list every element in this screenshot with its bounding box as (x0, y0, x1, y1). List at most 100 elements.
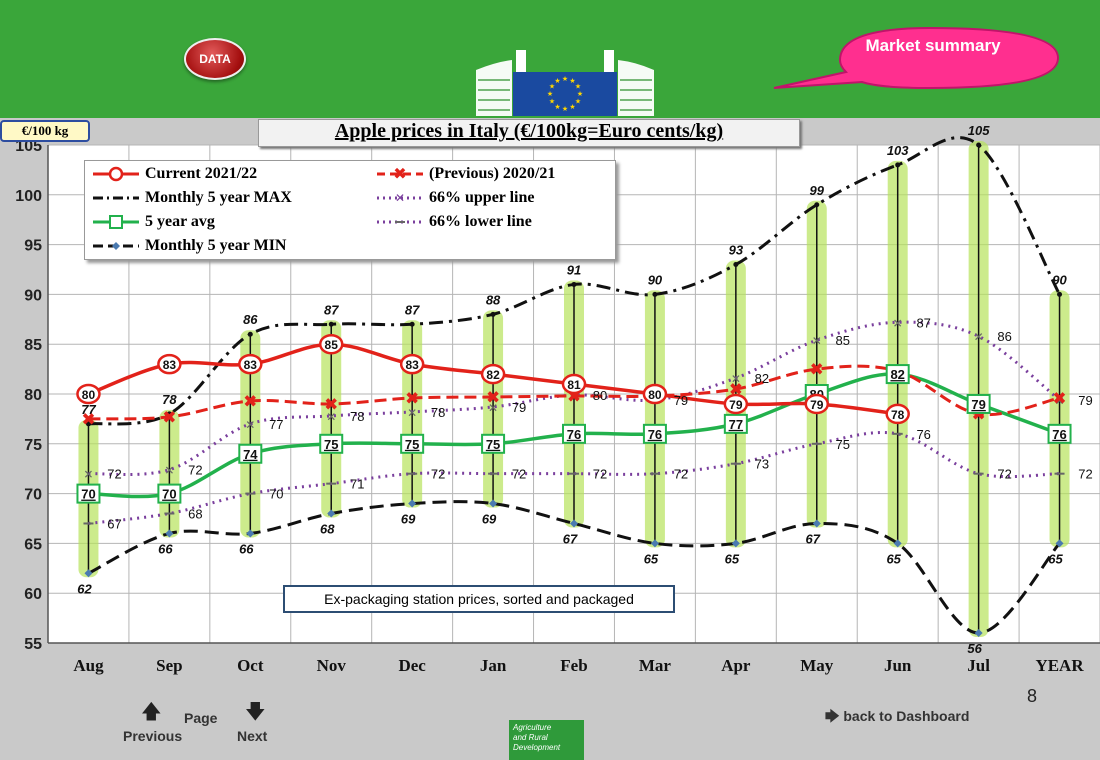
data-label-lower: 68 (188, 507, 202, 522)
page-number: 8 (1027, 686, 1038, 706)
ec-logo: ★ ★★★★★★★★★★★ (476, 50, 654, 116)
series-point-min (974, 629, 983, 638)
data-label-min: 68 (320, 522, 335, 537)
agri-logo-line3: Development (513, 743, 561, 752)
arrow-down-icon[interactable]: 🡇 (245, 701, 266, 723)
series-point-upper: ✕ (893, 316, 903, 330)
series-point-min (570, 519, 578, 528)
series-point-max (247, 331, 253, 337)
series-point-min (327, 509, 336, 518)
y-tick-label: 95 (24, 238, 42, 255)
data-label-avg: 75 (405, 437, 419, 452)
data-label-current: 80 (82, 388, 96, 402)
series-point-avg (885, 364, 910, 385)
series-point-min (812, 519, 821, 528)
data-label-max: 88 (486, 292, 501, 307)
series-point-min (1055, 539, 1064, 548)
data-label-max: 87 (405, 302, 420, 317)
legend-item-current: Current 2021/22 (91, 163, 257, 185)
data-label-avg: 76 (1052, 427, 1066, 442)
series-point-upper: ✕ (974, 330, 984, 344)
x-tick-label: Jun (884, 656, 912, 675)
series-point-current (318, 333, 344, 355)
legend-item-upper: ✕ 66% upper line (375, 187, 535, 209)
series-point-upper: ✕ (569, 389, 579, 403)
data-label-current: 79 (729, 398, 743, 412)
data-label-avg: 79 (971, 397, 985, 412)
data-label-lower: 67 (107, 516, 121, 531)
x-tick-label: Mar (639, 656, 672, 675)
legend-label-lower: 66% lower line (429, 213, 532, 230)
x-tick-label: Apr (721, 656, 751, 675)
series-point-avg (723, 413, 748, 434)
data-label-max: 93 (729, 243, 744, 258)
data-label-min: 62 (77, 581, 92, 596)
eu-star: ★ (569, 77, 575, 85)
data-label-lower: 72 (512, 467, 526, 482)
series-point-max (652, 291, 658, 297)
data-label-max: 90 (1052, 272, 1067, 287)
y-tick-label: 60 (24, 586, 42, 603)
legend-swatch-previous: ✖ (377, 166, 423, 182)
series-point-current (76, 383, 101, 405)
eu-star: ★ (575, 83, 581, 91)
data-label-current: 79 (810, 398, 824, 412)
data-label-lower: 71 (350, 477, 364, 492)
data-label-max: 99 (810, 183, 825, 198)
market-summary-link[interactable]: Market summary (865, 36, 1001, 55)
previous-button[interactable]: Previous (123, 728, 183, 744)
x-tick-label: Nov (317, 656, 347, 675)
x-tick-label: May (800, 656, 834, 675)
series-point-current (238, 353, 263, 375)
y-tick-label: 65 (24, 536, 42, 553)
legend-label-avg: 5 year avg (145, 213, 215, 230)
series-point-min (84, 569, 93, 578)
next-button[interactable]: Next (237, 728, 268, 744)
series-point-current (723, 393, 749, 415)
legend-item-max: Monthly 5 year MAX (91, 187, 292, 209)
legend-swatch-current (93, 166, 139, 182)
arrow-up-icon[interactable]: 🡅 (141, 701, 162, 723)
data-label-min: 66 (158, 541, 173, 556)
series-point-min (731, 539, 740, 548)
series-point-upper: ✕ (83, 468, 93, 482)
series-point-previous: ✖ (405, 389, 419, 409)
data-label-upper: 82 (755, 371, 769, 386)
data-label-min: 65 (725, 551, 740, 566)
data-label-min: 65 (644, 551, 659, 566)
legend-swatch-min (93, 242, 139, 250)
data-label-min: 69 (401, 512, 416, 527)
data-label-lower: 75 (836, 437, 850, 452)
y-tick-label: 55 (24, 636, 42, 653)
series-point-avg (400, 433, 425, 454)
series-point-max (409, 321, 415, 327)
agri-logo-line2: and Rural (513, 733, 548, 742)
series-point-min (893, 539, 902, 548)
data-label-upper: 78 (431, 405, 445, 420)
data-label-current: 81 (567, 378, 581, 392)
series-point-min (489, 499, 498, 508)
agri-logo-line1: Agriculture (513, 723, 552, 732)
data-button[interactable]: DATA (184, 38, 246, 80)
legend-item-lower: 66% lower line (375, 211, 532, 233)
data-label-avg: 70 (81, 487, 95, 502)
eu-star: ★ (569, 103, 575, 111)
data-label-min: 67 (806, 531, 821, 546)
series-point-max (490, 311, 496, 317)
data-label-avg: 76 (648, 427, 662, 442)
back-to-dashboard-link[interactable]: 🡆 back to Dashboard (825, 706, 969, 730)
data-label-lower: 76 (916, 427, 930, 442)
data-label-upper: 77 (269, 417, 283, 432)
data-label-min: 67 (563, 531, 578, 546)
series-point-avg (238, 443, 263, 464)
data-label-max: 77 (81, 402, 96, 417)
page-label: Page (184, 710, 218, 726)
data-label-max: 86 (243, 312, 258, 327)
back-label: back to Dashboard (843, 708, 970, 724)
y-tick-label: 90 (24, 287, 42, 304)
legend-label-max: Monthly 5 year MAX (145, 189, 292, 206)
series-point-upper: ✕ (1055, 394, 1065, 408)
series-point-current (157, 353, 182, 375)
data-label-lower: 72 (674, 467, 688, 482)
y-tick-label: 85 (24, 337, 42, 354)
